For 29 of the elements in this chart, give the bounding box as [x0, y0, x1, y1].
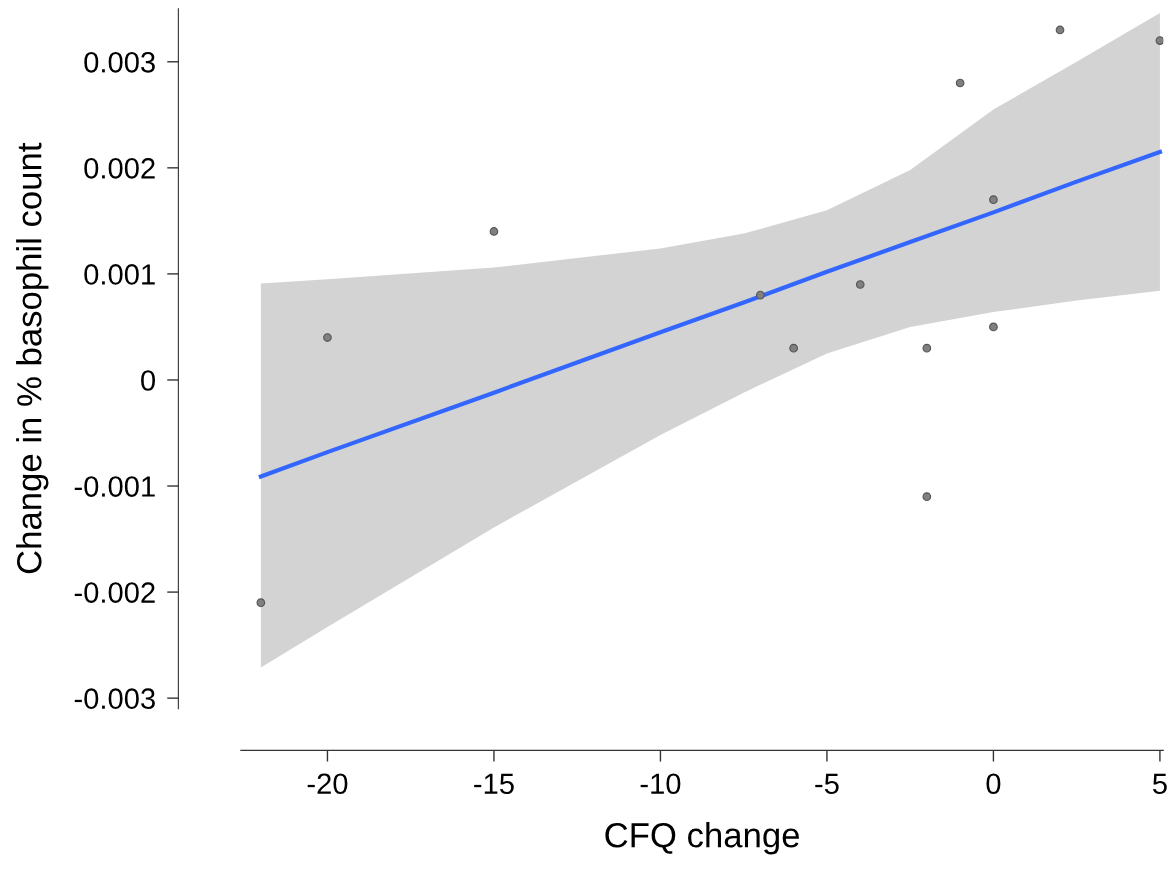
point: [922, 492, 932, 501]
point: [955, 78, 965, 88]
point: [789, 343, 798, 353]
x-tick-label: -15: [474, 773, 514, 795]
y-tick-label: -0.003: [74, 688, 155, 709]
y-tick-label: -0.002: [74, 582, 155, 603]
point: [855, 280, 865, 289]
point: [1055, 25, 1065, 35]
point: [922, 343, 932, 353]
point: [323, 333, 332, 342]
point: [989, 322, 998, 332]
line-series: [258, 149, 1163, 479]
x-tick-label: -10: [640, 773, 681, 795]
point: [1155, 36, 1164, 45]
y-tick-label: 0.003: [84, 51, 155, 73]
point: [989, 195, 998, 205]
x-tick-label: 0: [986, 773, 1001, 795]
point: [256, 598, 266, 608]
y-tick-label: -0.001: [74, 476, 155, 497]
y-tick-label: 0.002: [84, 158, 155, 179]
y-tick-label: 0.001: [84, 264, 155, 285]
x-tick-label: 5: [1152, 773, 1167, 795]
point: [489, 227, 499, 236]
x-tick-label: -20: [307, 773, 348, 795]
y-axis-title: Change in % basophil count: [16, 142, 49, 574]
x-axis-title: CFQ change: [605, 822, 799, 855]
x-tick-label: -5: [815, 773, 839, 795]
point: [755, 290, 765, 300]
y-tick-label: 0: [141, 370, 156, 391]
